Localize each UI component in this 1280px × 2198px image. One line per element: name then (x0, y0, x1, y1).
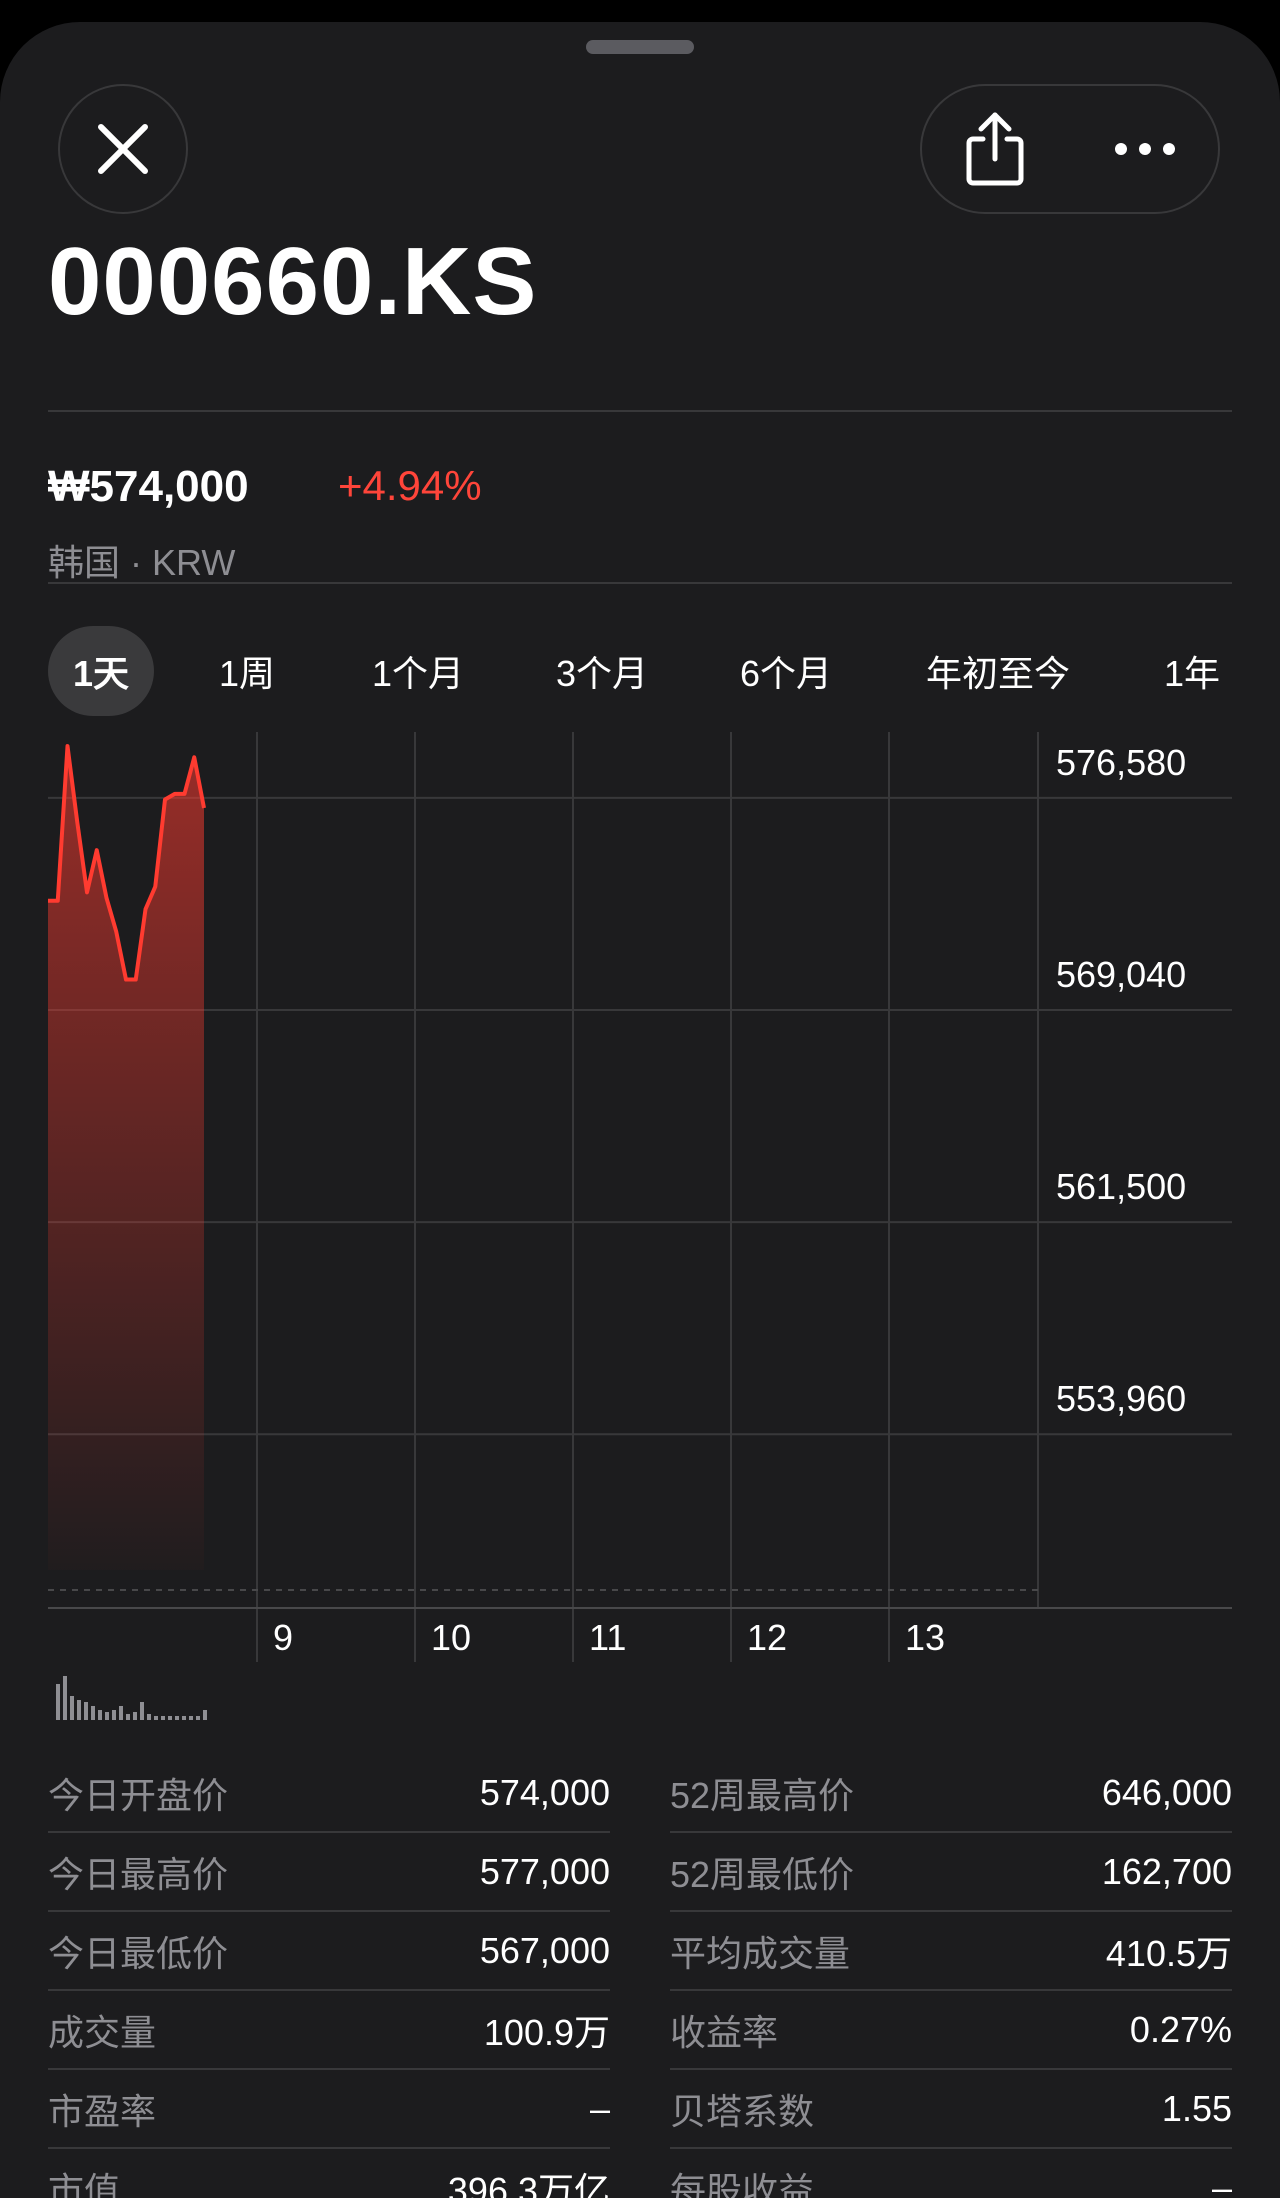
stat-row-52w-high: 52周最高价 646,000 (670, 1754, 1232, 1833)
tab-1w[interactable]: 1周 (218, 653, 276, 694)
volume-bar (203, 1710, 207, 1720)
divider (48, 410, 1232, 412)
price-chart[interactable]: 576,580 569,040 561,500 553,960 9 10 11 12 13 (0, 712, 1280, 1732)
sheet-grabber[interactable] (586, 40, 694, 54)
stat-value: 567,000 (479, 1929, 610, 1971)
stat-row-eps: 每股收益 – (670, 2149, 1232, 2198)
stat-value: 574,000 (479, 1771, 610, 1813)
stat-row-yield: 收益率 0.27% (670, 1991, 1232, 2070)
current-price: ₩574,000 (48, 462, 249, 511)
x-tick-label: 11 (589, 1617, 626, 1658)
range-tabs: 1天 1周 1个月 3个月 6个月 年初至今 1年 (48, 626, 1232, 716)
stat-row-open: 今日开盘价 574,000 (48, 1754, 610, 1833)
volume-bar (133, 1712, 137, 1720)
stat-value: 0.27% (1129, 2008, 1232, 2050)
close-icon (98, 124, 148, 174)
stat-label: 平均成交量 (670, 1932, 851, 1974)
x-tick-label: 13 (905, 1617, 945, 1658)
stat-value: 410.5万 (1105, 1932, 1232, 1974)
stock-detail-sheet: 000660.KS ₩574,000 +4.94% 韩国 · KRW 1天 1周… (0, 22, 1280, 2198)
tab-ytd[interactable]: 年初至今 (925, 653, 1070, 694)
stat-value: – (1211, 2166, 1232, 2198)
more-icon (1115, 143, 1175, 155)
x-tick-label: 9 (273, 1617, 293, 1658)
more-button[interactable] (1092, 96, 1198, 202)
stat-label: 贝塔系数 (670, 2090, 815, 2132)
tab-1y[interactable]: 1年 (1163, 653, 1221, 694)
divider (48, 582, 1232, 584)
stats-left: 今日开盘价 574,000 今日最高价 577,000 今日最低价 567,00… (48, 1754, 610, 2198)
volume-bar (63, 1676, 67, 1720)
stat-value: 1.55 (1161, 2087, 1232, 2129)
stat-label: 成交量 (48, 2011, 157, 2053)
action-pill (920, 84, 1220, 214)
stat-label: 今日最高价 (48, 1853, 229, 1895)
stat-label: 今日开盘价 (48, 1774, 229, 1816)
y-tick-label: 576,580 (1056, 742, 1186, 783)
share-icon (966, 112, 1024, 186)
volume-bar (189, 1716, 193, 1720)
tab-3m[interactable]: 3个月 (555, 653, 649, 694)
tab-1m[interactable]: 1个月 (371, 653, 465, 694)
volume-bar (140, 1702, 144, 1720)
stat-row-52w-low: 52周最低价 162,700 (670, 1833, 1232, 1912)
stat-value: 646,000 (1101, 1771, 1232, 1813)
stat-row-beta: 贝塔系数 1.55 (670, 2070, 1232, 2149)
stat-value: 396.3万亿 (447, 2169, 610, 2198)
ticker-title: 000660.KS (48, 228, 538, 335)
volume-bar (84, 1702, 88, 1720)
stat-label: 52周最高价 (670, 1774, 855, 1816)
tab-6m[interactable]: 6个月 (739, 653, 833, 694)
stat-label: 收益率 (670, 2011, 779, 2053)
stat-value: 162,700 (1101, 1850, 1232, 1892)
stat-row-pe: 市盈率 – (48, 2070, 610, 2149)
volume-bar (126, 1714, 130, 1720)
stat-value: – (589, 2087, 610, 2129)
volume-bar (168, 1716, 172, 1720)
volume-bar (98, 1710, 102, 1720)
stat-value: 577,000 (479, 1850, 610, 1892)
stat-label: 市值 (48, 2169, 121, 2198)
y-tick-label: 569,040 (1056, 954, 1186, 995)
price-area (48, 746, 204, 1570)
stat-row-avg-volume: 平均成交量 410.5万 (670, 1912, 1232, 1991)
stats-right: 52周最高价 646,000 52周最低价 162,700 平均成交量 410.… (670, 1754, 1232, 2198)
volume-bar (161, 1716, 165, 1720)
y-tick-label: 553,960 (1056, 1378, 1186, 1419)
volume-bar (154, 1716, 158, 1720)
y-tick-label: 561,500 (1056, 1166, 1186, 1207)
price-line (48, 744, 206, 982)
x-tick-label: 10 (431, 1617, 471, 1658)
tab-1d[interactable]: 1天 (48, 626, 154, 716)
volume-bar (112, 1710, 116, 1720)
volume-bar (175, 1716, 179, 1720)
volume-bar (91, 1706, 95, 1720)
stat-row-low: 今日最低价 567,000 (48, 1912, 610, 1991)
market-currency: 韩国 · KRW (48, 542, 236, 583)
stat-label: 52周最低价 (670, 1853, 855, 1895)
stat-label: 今日最低价 (48, 1932, 229, 1974)
volume-bar (70, 1696, 74, 1720)
volume-bar (147, 1714, 151, 1720)
stat-value: 100.9万 (483, 2011, 610, 2053)
volume-bar (182, 1716, 186, 1720)
share-button[interactable] (942, 96, 1048, 202)
x-tick-label: 12 (747, 1617, 787, 1658)
stat-label: 每股收益 (670, 2169, 815, 2198)
stat-row-market-cap: 市值 396.3万亿 (48, 2149, 610, 2198)
price-change: +4.94% (338, 462, 482, 509)
stat-row-high: 今日最高价 577,000 (48, 1833, 610, 1912)
volume-bar (77, 1700, 81, 1720)
close-button[interactable] (58, 84, 188, 214)
stat-row-volume: 成交量 100.9万 (48, 1991, 610, 2070)
stat-label: 市盈率 (48, 2090, 157, 2132)
volume-bars (56, 1676, 207, 1720)
volume-bar (56, 1684, 60, 1720)
volume-bar (196, 1716, 200, 1720)
volume-bar (105, 1712, 109, 1720)
volume-bar (119, 1706, 123, 1720)
